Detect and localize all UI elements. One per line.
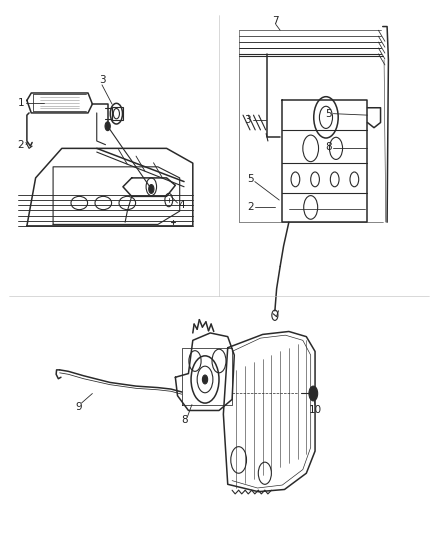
Text: 8: 8 — [325, 142, 332, 152]
Text: 5: 5 — [325, 109, 332, 119]
Text: 3: 3 — [99, 76, 105, 85]
Circle shape — [202, 375, 208, 384]
Text: 8: 8 — [181, 415, 187, 425]
Circle shape — [149, 184, 154, 193]
Text: 2: 2 — [18, 140, 24, 150]
Text: 5: 5 — [247, 174, 254, 184]
Text: 10: 10 — [308, 406, 321, 416]
Circle shape — [309, 386, 318, 401]
Text: 1: 1 — [18, 98, 24, 108]
Text: 7: 7 — [272, 17, 279, 26]
Bar — [112, 107, 123, 120]
Circle shape — [105, 122, 110, 131]
Text: 2: 2 — [247, 203, 254, 213]
Text: 9: 9 — [75, 402, 82, 412]
Text: 3: 3 — [244, 115, 251, 125]
Text: 4: 4 — [179, 200, 185, 210]
